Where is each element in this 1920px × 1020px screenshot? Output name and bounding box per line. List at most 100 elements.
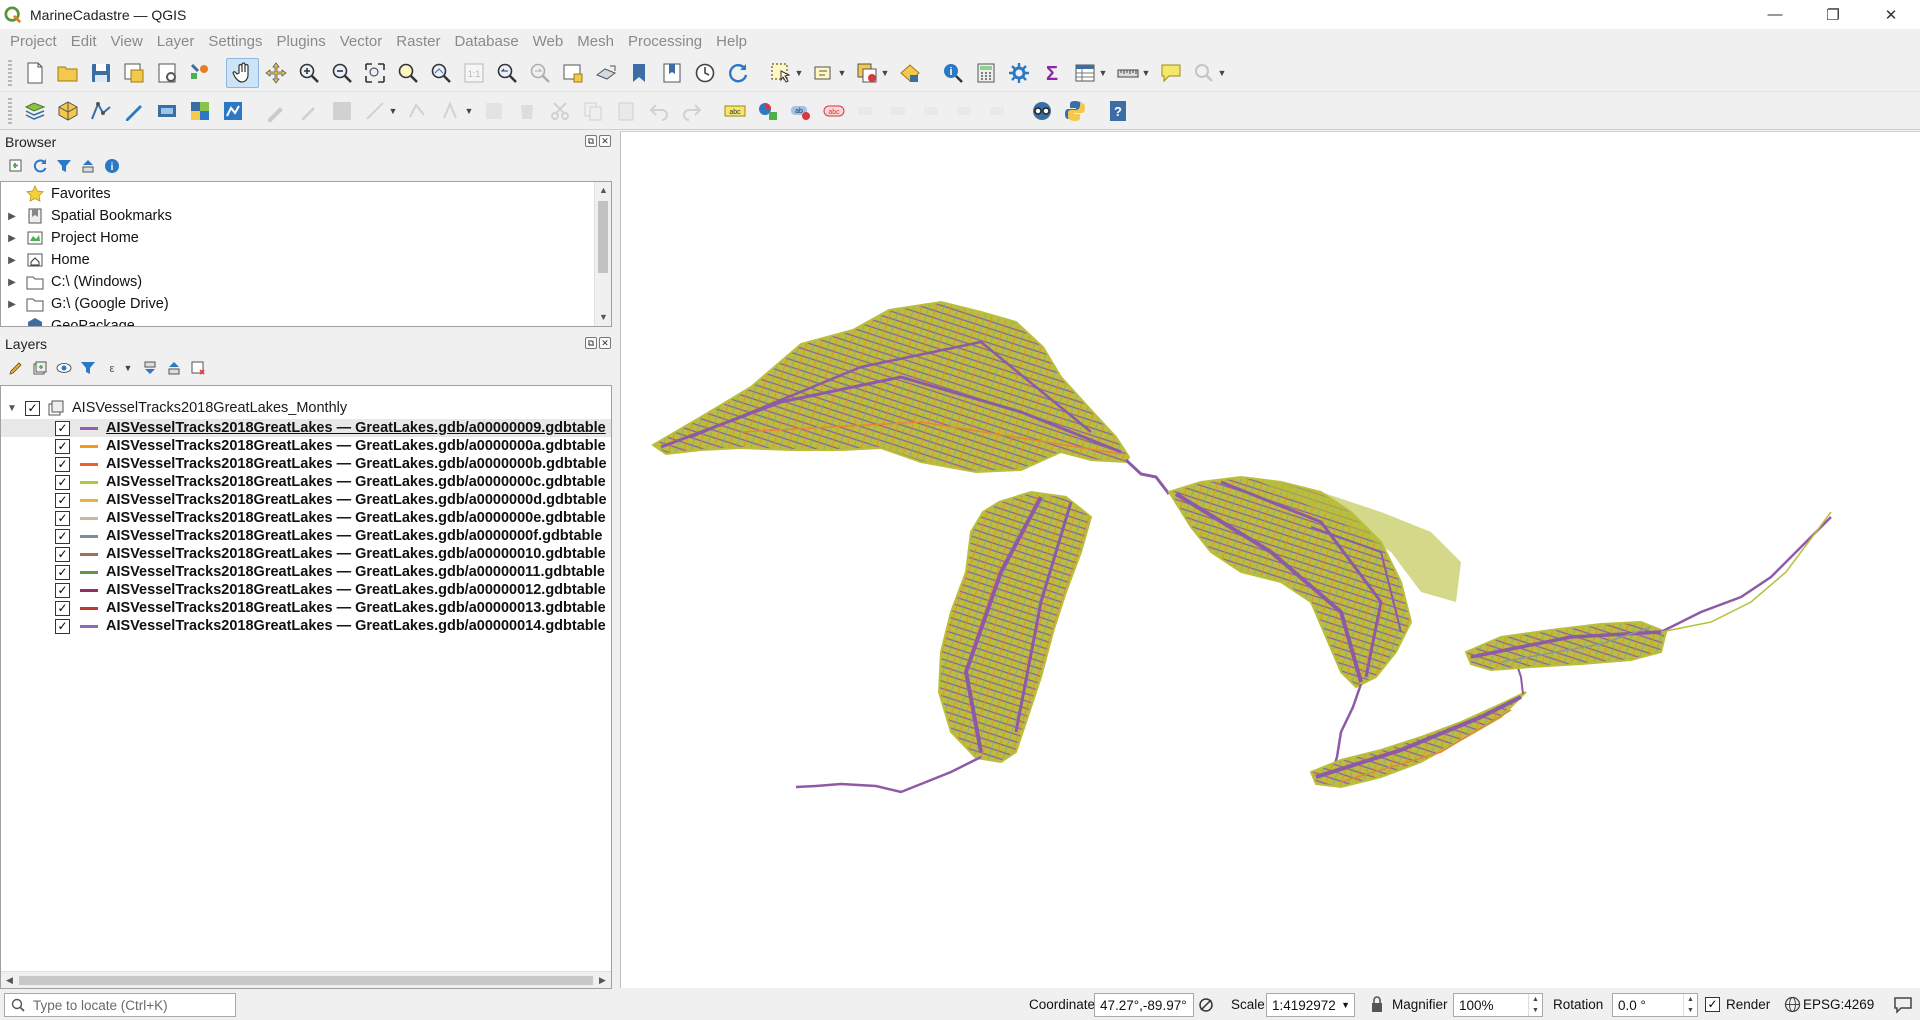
label-properties-icon[interactable] (982, 96, 1015, 126)
chevron-right-icon[interactable]: ▶ (8, 298, 16, 310)
layer-row[interactable]: ✓ AISVesselTracks2018GreatLakes — GreatLa… (1, 617, 611, 635)
menu-vector[interactable]: Vector (339, 33, 383, 50)
layer-row[interactable]: ✓ AISVesselTracks2018GreatLakes — GreatLa… (1, 419, 611, 437)
lock-icon[interactable] (1369, 996, 1385, 1013)
float-panel-button[interactable]: ⧉ (585, 337, 597, 349)
move-label-icon[interactable] (850, 96, 883, 126)
new-geopackage-icon[interactable] (51, 96, 84, 126)
new-3d-view-icon[interactable] (589, 58, 622, 88)
layer-group-row[interactable]: ▼ ✓ AISVesselTracks2018GreatLakes_Monthl… (1, 397, 611, 419)
line-symbol-icon[interactable] (80, 426, 98, 430)
menu-raster[interactable]: Raster (396, 33, 441, 50)
identify-features-icon[interactable]: i (936, 58, 969, 88)
restore-button[interactable]: ❐ (1826, 6, 1840, 24)
chevron-down-icon[interactable]: ▼ (388, 106, 398, 116)
zoom-in-icon[interactable] (292, 58, 325, 88)
remove-layer-icon[interactable] (188, 358, 208, 378)
layer-row[interactable]: ✓ AISVesselTracks2018GreatLakes — GreatLa… (1, 581, 611, 599)
layer-visibility-checkbox[interactable]: ✓ (55, 618, 70, 634)
digitize-icon[interactable] (358, 96, 391, 126)
rotation-spinbox[interactable]: 0.0 ° ▲ ▼ (1612, 993, 1698, 1017)
chevron-down-icon[interactable]: ▼ (599, 312, 608, 322)
layer-row[interactable]: ✓ AISVesselTracks2018GreatLakes — GreatLa… (1, 491, 611, 509)
line-symbol-icon[interactable] (80, 624, 98, 628)
line-symbol-icon[interactable] (80, 570, 98, 574)
paste-features-icon[interactable] (609, 96, 642, 126)
save-edits-icon[interactable] (325, 96, 358, 126)
add-selected-layers-icon[interactable] (6, 156, 26, 176)
chevron-right-icon[interactable]: ▶ (8, 254, 16, 266)
chevron-down-icon[interactable]: ▼ (1098, 67, 1108, 78)
new-project-icon[interactable] (18, 58, 51, 88)
menu-plugins[interactable]: Plugins (276, 33, 326, 50)
print-layout-icon[interactable] (150, 58, 183, 88)
metasearch-icon[interactable] (1025, 96, 1058, 126)
chevron-right-icon[interactable]: ▶ (8, 210, 16, 222)
help-icon[interactable]: ? (1101, 96, 1134, 126)
zoom-out-icon[interactable] (325, 58, 358, 88)
layer-labeling-icon[interactable]: abc (718, 96, 751, 126)
collapse-all-icon[interactable] (78, 156, 98, 176)
zoom-native-icon[interactable]: 1:1 (457, 58, 490, 88)
cut-features-icon[interactable] (543, 96, 576, 126)
chevron-down-icon[interactable]: ▼ (1532, 1007, 1539, 1014)
layer-visibility-checkbox[interactable]: ✓ (55, 600, 70, 616)
chevron-down-icon[interactable]: ▼ (1687, 1007, 1694, 1014)
line-symbol-icon[interactable] (80, 516, 98, 520)
menu-layer[interactable]: Layer (156, 33, 195, 50)
layer-row[interactable]: ✓ AISVesselTracks2018GreatLakes — GreatLa… (1, 563, 611, 581)
locator-icon[interactable] (1187, 58, 1220, 88)
line-symbol-icon[interactable] (80, 588, 98, 592)
layer-row[interactable]: ✓ AISVesselTracks2018GreatLakes — GreatLa… (1, 599, 611, 617)
collapse-all-icon[interactable] (164, 358, 184, 378)
chevron-down-icon[interactable]: ▼ (464, 106, 474, 116)
line-symbol-icon[interactable] (80, 606, 98, 610)
menu-project[interactable]: Project (10, 33, 57, 50)
chevron-down-icon[interactable]: ▼ (837, 67, 847, 78)
deselect-features-icon[interactable] (850, 58, 883, 88)
style-manager-icon[interactable] (183, 58, 216, 88)
new-bookmark-icon[interactable] (622, 58, 655, 88)
filter-legend-icon[interactable] (78, 358, 98, 378)
menu-edit[interactable]: Edit (70, 33, 97, 50)
layer-row[interactable]: ✓ AISVesselTracks2018GreatLakes — GreatLa… (1, 527, 611, 545)
new-map-view-icon[interactable] (556, 58, 589, 88)
scrollbar-thumb[interactable] (19, 976, 593, 985)
layer-visibility-checkbox[interactable]: ✓ (55, 546, 70, 562)
scrollbar-thumb[interactable] (598, 201, 608, 273)
close-panel-button[interactable]: ✕ (599, 135, 611, 147)
chevron-down-icon[interactable]: ▼ (1217, 67, 1227, 78)
add-raster-layer-icon[interactable] (183, 96, 216, 126)
chevron-right-icon[interactable]: ▶ (8, 232, 16, 244)
layer-row[interactable]: ✓ AISVesselTracks2018GreatLakes — GreatLa… (1, 545, 611, 563)
browser-item[interactable]: Favorites (1, 183, 111, 205)
layer-row[interactable]: ✓ AISVesselTracks2018GreatLakes — GreatLa… (1, 455, 611, 473)
map-canvas[interactable] (620, 131, 1920, 988)
select-by-expression-icon[interactable] (807, 58, 840, 88)
render-checkbox[interactable]: ✓ (1705, 997, 1720, 1012)
zoom-next-icon[interactable] (523, 58, 556, 88)
info-icon[interactable]: i (102, 156, 122, 176)
chevron-down-icon[interactable]: ▼ (1341, 1000, 1350, 1010)
chevron-up-icon[interactable]: ▲ (1532, 996, 1539, 1003)
toggle-editing-icon[interactable] (292, 96, 325, 126)
browser-item[interactable]: ▶ Project Home (1, 227, 139, 249)
menu-processing[interactable]: Processing (627, 33, 703, 50)
layer-visibility-checkbox[interactable]: ✓ (55, 492, 70, 508)
chevron-down-icon[interactable]: ▼ (1141, 67, 1151, 78)
messages-icon[interactable] (1893, 995, 1913, 1014)
open-layer-styling-icon[interactable] (6, 358, 26, 378)
save-as-icon[interactable] (117, 58, 150, 88)
data-source-manager-icon[interactable] (18, 96, 51, 126)
attribute-table-icon[interactable] (1068, 58, 1101, 88)
line-symbol-icon[interactable] (80, 552, 98, 556)
python-console-icon[interactable] (1058, 96, 1091, 126)
chevron-left-icon[interactable]: ◀ (6, 975, 13, 985)
menu-mesh[interactable]: Mesh (577, 33, 614, 50)
layer-visibility-checkbox[interactable]: ✓ (55, 474, 70, 490)
line-symbol-icon[interactable] (80, 444, 98, 448)
crs-label[interactable]: EPSG:4269 (1803, 997, 1875, 1012)
scale-combobox[interactable]: 1:4192972 ▼ (1266, 993, 1355, 1017)
layer-visibility-checkbox[interactable]: ✓ (55, 438, 70, 454)
undo-icon[interactable] (642, 96, 675, 126)
